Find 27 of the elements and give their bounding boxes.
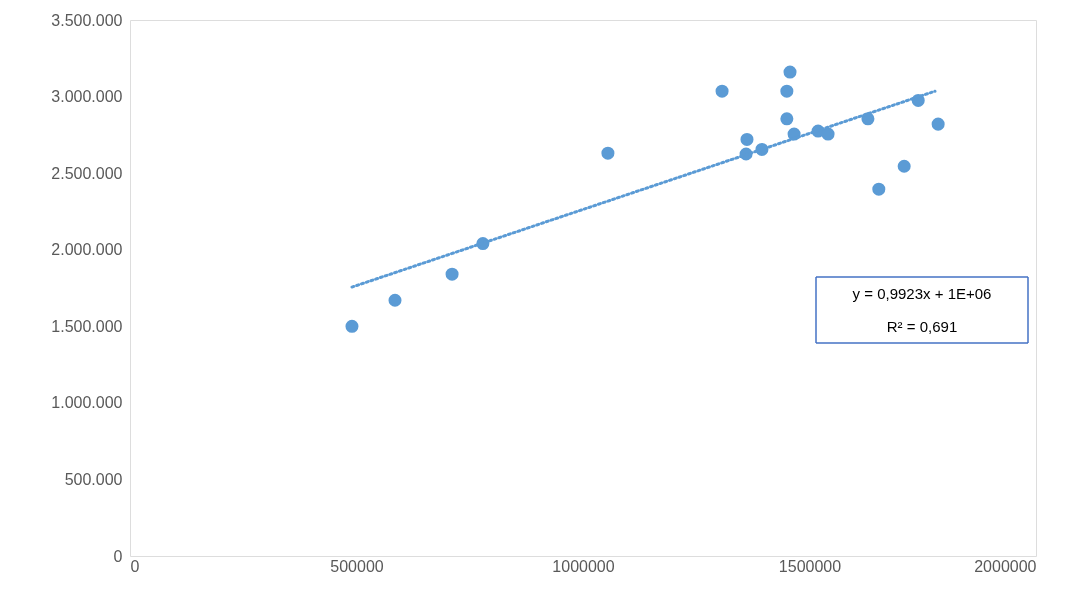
x-tick-label: 1000000 [552, 557, 615, 575]
point [715, 84, 729, 98]
point [740, 132, 754, 146]
y-tick-label: 1.000.000 [51, 394, 123, 412]
point [601, 146, 615, 160]
point [445, 267, 459, 281]
annotation: y = 0,9923x + 1E+06 [852, 284, 992, 302]
point [931, 117, 945, 131]
x-tick-label: 2000000 [974, 557, 1037, 575]
x-tick-label: 500000 [330, 557, 384, 575]
point [872, 182, 886, 196]
point [897, 159, 911, 173]
point [388, 293, 402, 307]
x-tick-label: 0 [130, 557, 140, 575]
y-tick-label: 500.000 [64, 470, 123, 488]
point [821, 127, 835, 141]
point [780, 112, 794, 126]
y-tick-label: 1.500.000 [51, 317, 123, 335]
point [345, 319, 359, 333]
y-tick-label: 3.000.000 [51, 88, 123, 106]
y-tick-label: 2.500.000 [51, 164, 123, 182]
y-tick-label: 2.000.000 [51, 241, 123, 259]
x-tick-label: 1500000 [778, 557, 842, 575]
point [783, 65, 797, 79]
annotation: R² = 0,691 [886, 317, 958, 335]
y-tick-label: 3.500.000 [51, 11, 123, 29]
point [780, 84, 794, 98]
